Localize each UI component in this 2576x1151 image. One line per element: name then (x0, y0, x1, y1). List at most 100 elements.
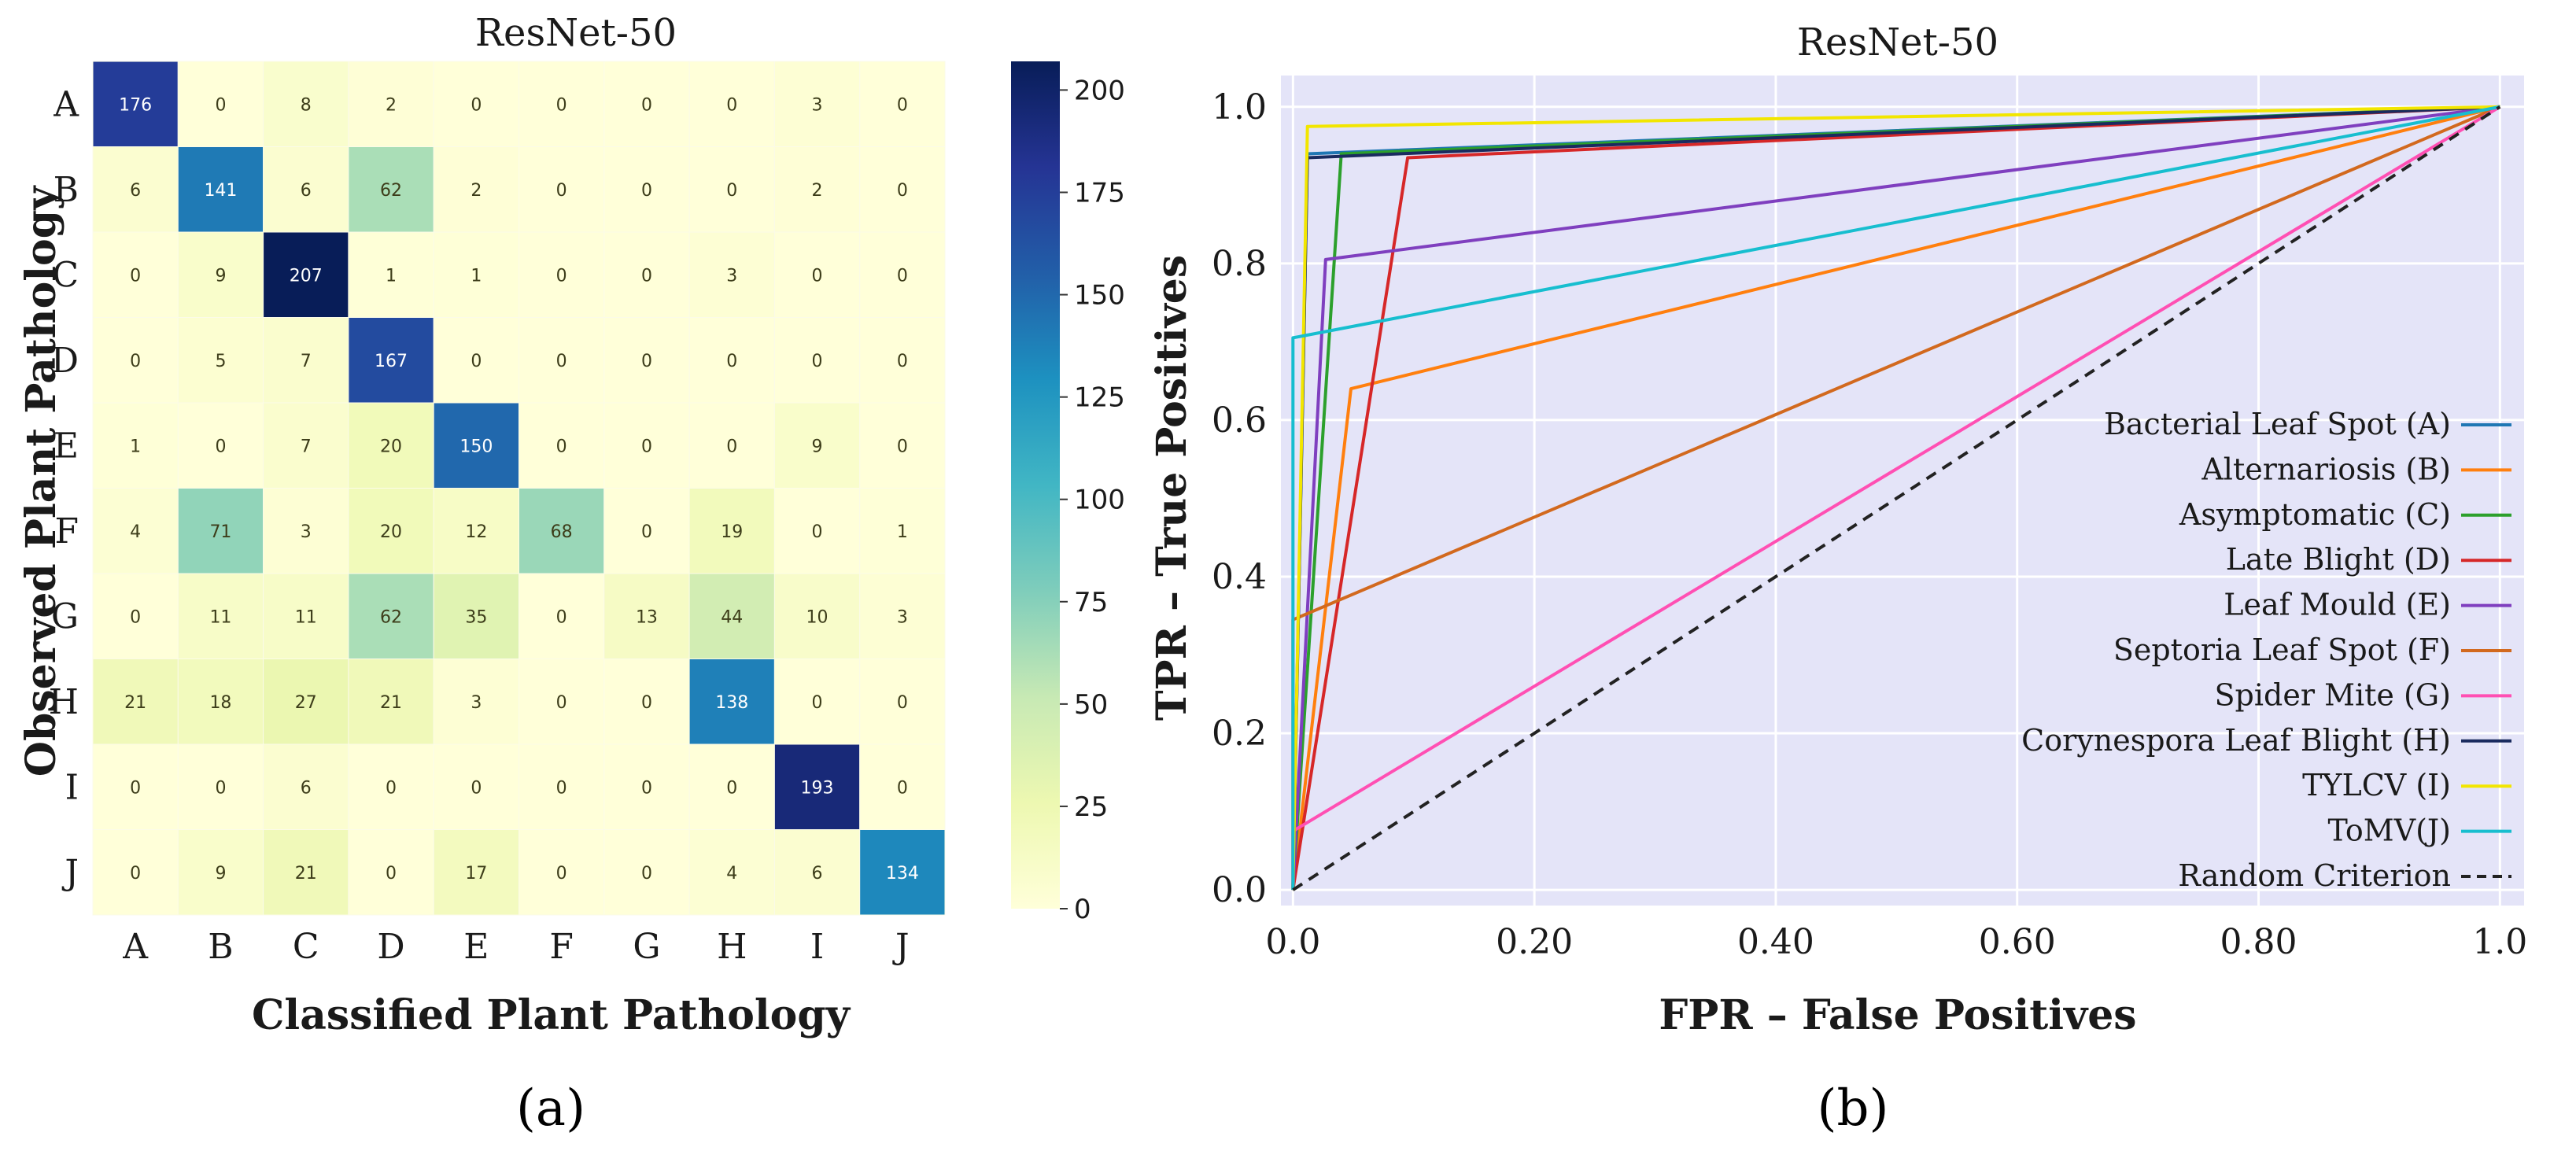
colorbar-tick-label: 0 (1074, 894, 1091, 925)
heatmap-cell-value: 3 (897, 607, 908, 627)
roc-legend-label: Late Blight (D) (2226, 542, 2451, 577)
heatmap-cell (519, 573, 605, 659)
heatmap-cell (603, 659, 690, 745)
heatmap-cell (263, 146, 349, 233)
heatmap-y-ticks: A B C D E F G H I J (49, 84, 80, 893)
heatmap-cell (859, 402, 946, 489)
heatmap-cell-value: 0 (556, 607, 567, 627)
heatmap-cell (263, 402, 349, 489)
heatmap-cell-value: 0 (130, 352, 141, 371)
heatmap-cell (92, 231, 179, 318)
heatmap-cell-value: 0 (641, 266, 652, 286)
heatmap-cell-value: 3 (812, 95, 823, 115)
heatmap-cell-value: 1 (130, 437, 141, 456)
heatmap-cell (92, 61, 179, 147)
heatmap-cell (348, 829, 434, 916)
heatmap-cell-value: 0 (556, 95, 567, 115)
heatmap-cells: 176 0 8 2 0 0 0 0 3 06 141 6 62 2 0 0 0 2 00 9 207 1 1 0 0 3 0 00 5 7… (92, 61, 946, 916)
heatmap-cell (433, 402, 520, 489)
roc-x-tick: 0.40 (1737, 922, 1814, 962)
colorbar-tick-label: 200 (1074, 75, 1125, 106)
heatmap-cell-value: 3 (471, 693, 482, 713)
heatmap-cell-value: 0 (812, 693, 823, 713)
heatmap-cell (263, 743, 349, 830)
heatmap-cell (688, 231, 775, 318)
heatmap-cell-value: 5 (215, 352, 226, 371)
heatmap-cell-value: 0 (897, 352, 908, 371)
heatmap-cell-value: 44 (721, 607, 743, 627)
heatmap-cell-value: 20 (380, 522, 402, 542)
heatmap-cell-value: 9 (215, 266, 226, 286)
roc-title: ResNet-50 (1797, 20, 1998, 65)
heatmap-cell-value: 0 (471, 95, 482, 115)
heatmap-cell-value: 0 (556, 437, 567, 456)
roc-legend-label: ToMV(J) (2327, 813, 2451, 848)
heatmap-cell (773, 146, 861, 233)
heatmap-cell-value: 6 (301, 181, 312, 201)
heatmap-cell (92, 488, 179, 574)
heatmap-cell (859, 743, 946, 830)
heatmap-cell-value: 17 (465, 864, 487, 884)
heatmap-y-tick: D (51, 341, 79, 381)
heatmap-cell-value: 0 (386, 864, 397, 884)
heatmap-cell-value: 4 (726, 864, 737, 884)
heatmap-cell-value: 0 (215, 437, 226, 456)
heatmap-cell (603, 317, 690, 404)
heatmap-cell-value: 0 (386, 778, 397, 798)
heatmap-cell-value: 0 (897, 437, 908, 456)
heatmap-cell (773, 402, 861, 489)
heatmap-cell (519, 488, 605, 574)
heatmap-x-tick: J (892, 927, 910, 967)
heatmap-cell (433, 743, 520, 830)
heatmap-cell (603, 829, 690, 916)
heatmap-cell-value: 0 (812, 266, 823, 286)
heatmap-cell-value: 0 (812, 522, 823, 542)
heatmap-cell-value: 9 (215, 864, 226, 884)
heatmap-cell-value: 0 (897, 693, 908, 713)
heatmap-cell (177, 743, 264, 830)
heatmap-cell (348, 61, 434, 147)
heatmap-cell (92, 573, 179, 659)
roc-legend: Bacterial Leaf Spot (A) Alternariosis (B)… (2021, 407, 2511, 893)
roc-y-tick: 0.0 (1212, 870, 1267, 910)
heatmap-cell (859, 146, 946, 233)
heatmap-cell-value: 0 (130, 266, 141, 286)
panel-label-a: (a) (516, 1079, 585, 1138)
colorbar-tick-label: 125 (1074, 382, 1125, 414)
heatmap-cell-value: 2 (386, 95, 397, 115)
heatmap-cell (433, 659, 520, 745)
heatmap-cell (177, 61, 264, 147)
heatmap-cell (688, 829, 775, 916)
heatmap-x-tick: C (293, 927, 319, 967)
roc-y-label: TPR – True Positives (1148, 255, 1196, 721)
heatmap-cell-value: 0 (471, 778, 482, 798)
heatmap-cell-value: 2 (471, 181, 482, 201)
heatmap-cell (859, 61, 946, 147)
colorbar-tick-label: 75 (1074, 587, 1108, 618)
heatmap-cell (603, 146, 690, 233)
heatmap-x-tick: I (810, 927, 824, 967)
heatmap-cell-value: 18 (209, 693, 231, 713)
heatmap-cell-value: 0 (897, 778, 908, 798)
heatmap-cell (177, 573, 264, 659)
heatmap-cell (859, 231, 946, 318)
heatmap-cell (519, 317, 605, 404)
heatmap-cell-value: 0 (897, 181, 908, 201)
heatmap-y-tick: A (53, 84, 79, 124)
heatmap-cell-value: 6 (130, 181, 141, 201)
heatmap-cell-value: 141 (204, 181, 237, 201)
roc-legend-label: Alternariosis (B) (2201, 452, 2451, 486)
heatmap-cell (177, 659, 264, 745)
heatmap-cell-value: 167 (375, 352, 408, 371)
heatmap-cell (433, 317, 520, 404)
heatmap-cell (773, 231, 861, 318)
heatmap-cell-value: 0 (130, 778, 141, 798)
heatmap-cell (603, 573, 690, 659)
heatmap-cell-value: 68 (551, 522, 573, 542)
heatmap-cell (773, 573, 861, 659)
heatmap-cell-value: 0 (130, 864, 141, 884)
heatmap-cell-value: 20 (380, 437, 402, 456)
heatmap-y-tick: C (52, 255, 79, 295)
heatmap-cell-value: 0 (130, 607, 141, 627)
heatmap-cell (92, 743, 179, 830)
